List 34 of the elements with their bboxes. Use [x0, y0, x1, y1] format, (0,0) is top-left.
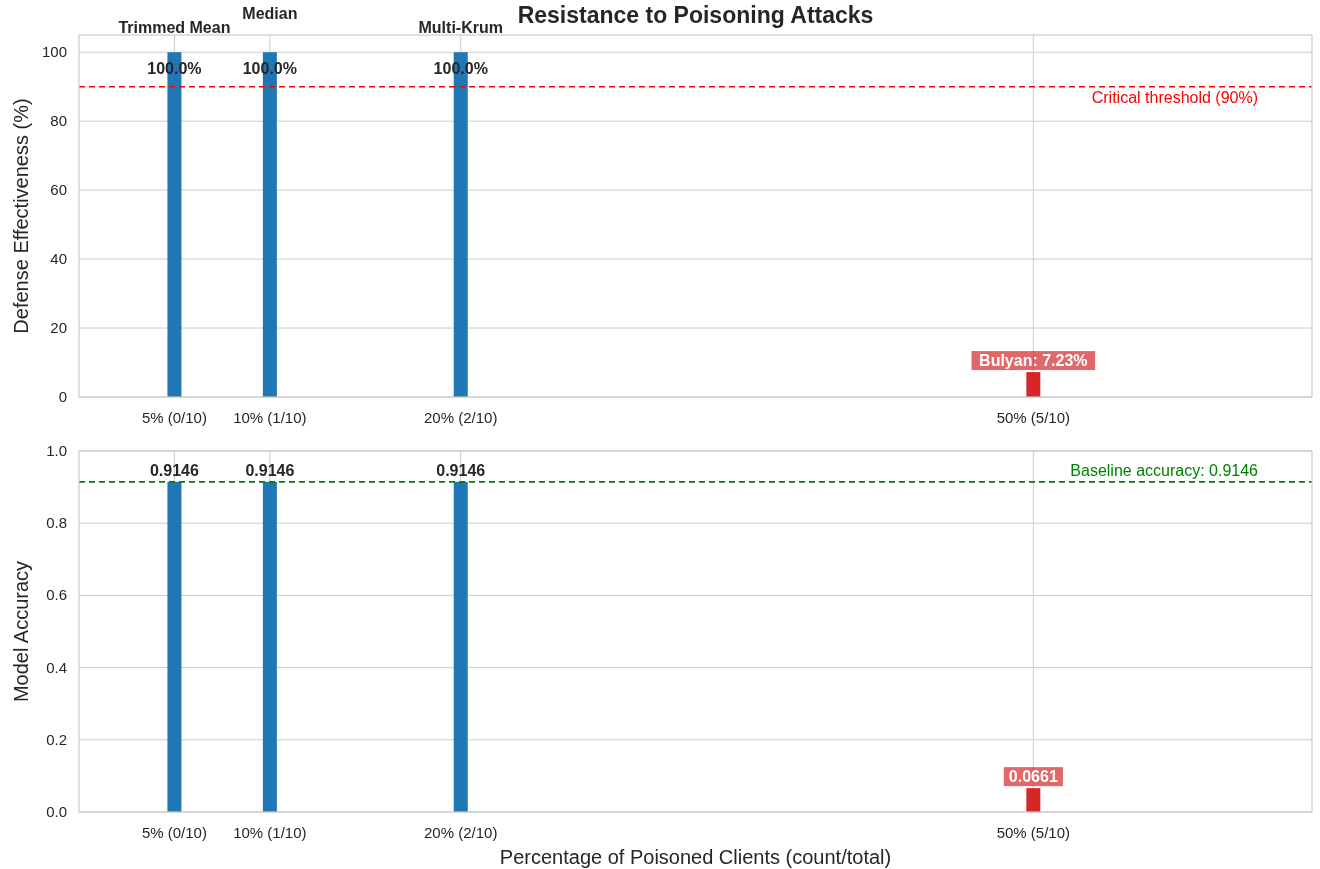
annotation: Multi-Krum: [418, 19, 503, 36]
data-label: Bulyan: 7.23%: [979, 352, 1088, 370]
x-tick-label: 20% (2/10): [424, 824, 498, 841]
x-axis-title: Percentage of Poisoned Clients (count/total): [499, 846, 892, 868]
x-tick-label: 50% (5/10): [996, 409, 1071, 426]
y-tick-label: 0: [58, 388, 67, 405]
y-axis-title: Model Accuracy: [10, 560, 32, 703]
ref-line-label: Critical threshold (90%): [1091, 88, 1258, 106]
x-tick-label: 5% (0/10): [141, 409, 207, 426]
y-tick-label: 80: [50, 112, 67, 130]
y-tick-label: 1.0: [46, 442, 67, 459]
chart-title: Resistance to Poisoning Attacks: [517, 2, 874, 28]
x-tick-label: 50% (5/10): [996, 824, 1071, 841]
x-tick-label: 20% (2/10): [424, 409, 498, 426]
y-tick-label: 0.6: [46, 586, 67, 604]
y-tick-label: 0.4: [46, 658, 67, 676]
annotation: Trimmed Mean: [118, 19, 231, 36]
y-tick-label: 60: [50, 181, 67, 199]
y-axis-title: Defense Effectiveness (%): [10, 98, 32, 334]
y-tick-label: 20: [50, 319, 67, 337]
x-tick-label: 10% (1/10): [233, 824, 307, 841]
y-tick-label: 100: [41, 43, 67, 61]
data-label: 0.9146: [149, 461, 199, 479]
data-label: 0.9146: [436, 461, 486, 479]
y-tick-label: 0.2: [46, 730, 67, 748]
ref-line-label: Baseline accuracy: 0.9146: [1070, 461, 1259, 479]
x-tick-label: 5% (0/10): [141, 824, 207, 841]
y-tick-label: 0.0: [46, 803, 67, 820]
x-tick-label: 10% (1/10): [233, 409, 307, 426]
data-label: 0.0661: [1008, 768, 1058, 786]
text: Median: [242, 5, 298, 22]
data-label: 0.9146: [245, 461, 295, 479]
y-tick-label: 40: [50, 250, 67, 268]
y-tick-label: 0.8: [46, 514, 67, 532]
